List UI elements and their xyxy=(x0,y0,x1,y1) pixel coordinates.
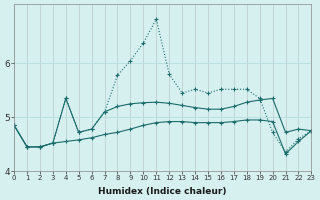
X-axis label: Humidex (Indice chaleur): Humidex (Indice chaleur) xyxy=(99,187,227,196)
